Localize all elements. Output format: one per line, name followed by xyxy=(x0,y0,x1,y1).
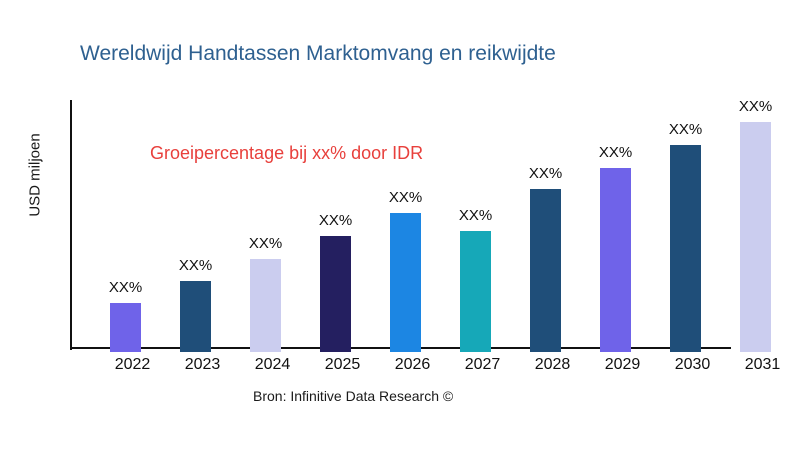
bar-value-label-2025: XX% xyxy=(318,212,353,229)
bar-2027 xyxy=(460,231,491,352)
bar-2025 xyxy=(320,236,351,352)
bar-value-label-2026: XX% xyxy=(388,189,423,206)
x-tick-label-2031: 2031 xyxy=(744,356,781,373)
growth-annotation: Groeipercentage bij xx% door IDR xyxy=(150,143,424,163)
chart-title: Wereldwijd Handtassen Marktomvang en rei… xyxy=(80,42,556,65)
y-axis-line xyxy=(70,100,72,350)
x-tick-label-2027: 2027 xyxy=(464,356,501,373)
y-axis-label: USD miljoen xyxy=(26,133,44,217)
bar-2030 xyxy=(670,145,701,352)
x-tick-label-2025: 2025 xyxy=(324,356,361,373)
bar-2028 xyxy=(530,189,561,352)
bar-value-label-2029: XX% xyxy=(598,144,633,161)
bar-value-label-2023: XX% xyxy=(178,257,213,274)
bar-value-label-2022: XX% xyxy=(108,279,143,296)
bar-2029 xyxy=(600,168,631,352)
bar-2023 xyxy=(180,281,211,352)
x-tick-label-2029: 2029 xyxy=(604,356,641,373)
x-tick-label-2026: 2026 xyxy=(394,356,431,373)
bar-2022 xyxy=(110,303,141,352)
bar-2031 xyxy=(740,122,771,352)
x-tick-label-2024: 2024 xyxy=(254,356,291,373)
bar-2024 xyxy=(250,259,281,352)
x-tick-label-2030: 2030 xyxy=(674,356,711,373)
bar-value-label-2028: XX% xyxy=(528,165,563,182)
x-tick-label-2022: 2022 xyxy=(114,356,151,373)
source-citation: Bron: Infinitive Data Research © xyxy=(253,388,454,404)
bar-2026 xyxy=(390,213,421,352)
x-tick-label-2028: 2028 xyxy=(534,356,571,373)
bar-value-label-2030: XX% xyxy=(668,121,703,138)
bar-value-label-2031: XX% xyxy=(738,98,773,115)
bar-value-label-2027: XX% xyxy=(458,207,493,224)
bar-value-label-2024: XX% xyxy=(248,235,283,252)
x-tick-label-2023: 2023 xyxy=(184,356,221,373)
